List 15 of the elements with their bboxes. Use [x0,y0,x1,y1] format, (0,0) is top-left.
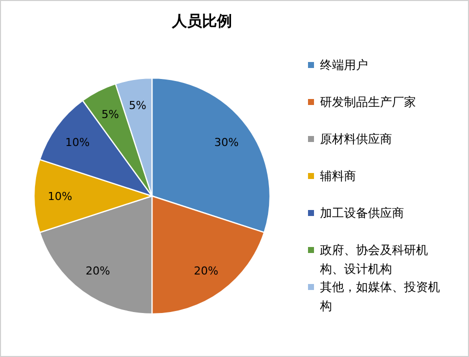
data-label: 20% [86,264,110,278]
legend-label: 加工设备供应商 [320,205,405,222]
chart-title: 人员比例 [171,12,232,30]
data-label: 10% [65,136,90,149]
data-label: 20% [194,264,218,278]
legend-label: 研发制品生产厂家 [320,94,417,111]
legend-label: 辅料商 [320,168,357,185]
data-label: 5% [128,99,146,112]
data-label: 10% [48,190,72,203]
legend-label: 原材料供应商 [320,131,393,148]
legend-label: 终端用户 [320,57,369,74]
data-label: 30% [214,136,239,149]
legend-label: 政府、协会及科研机构、设计机构 [320,242,429,278]
data-label: 5% [101,108,119,121]
legend-label: 其他，如媒体、投资机构 [320,279,441,315]
